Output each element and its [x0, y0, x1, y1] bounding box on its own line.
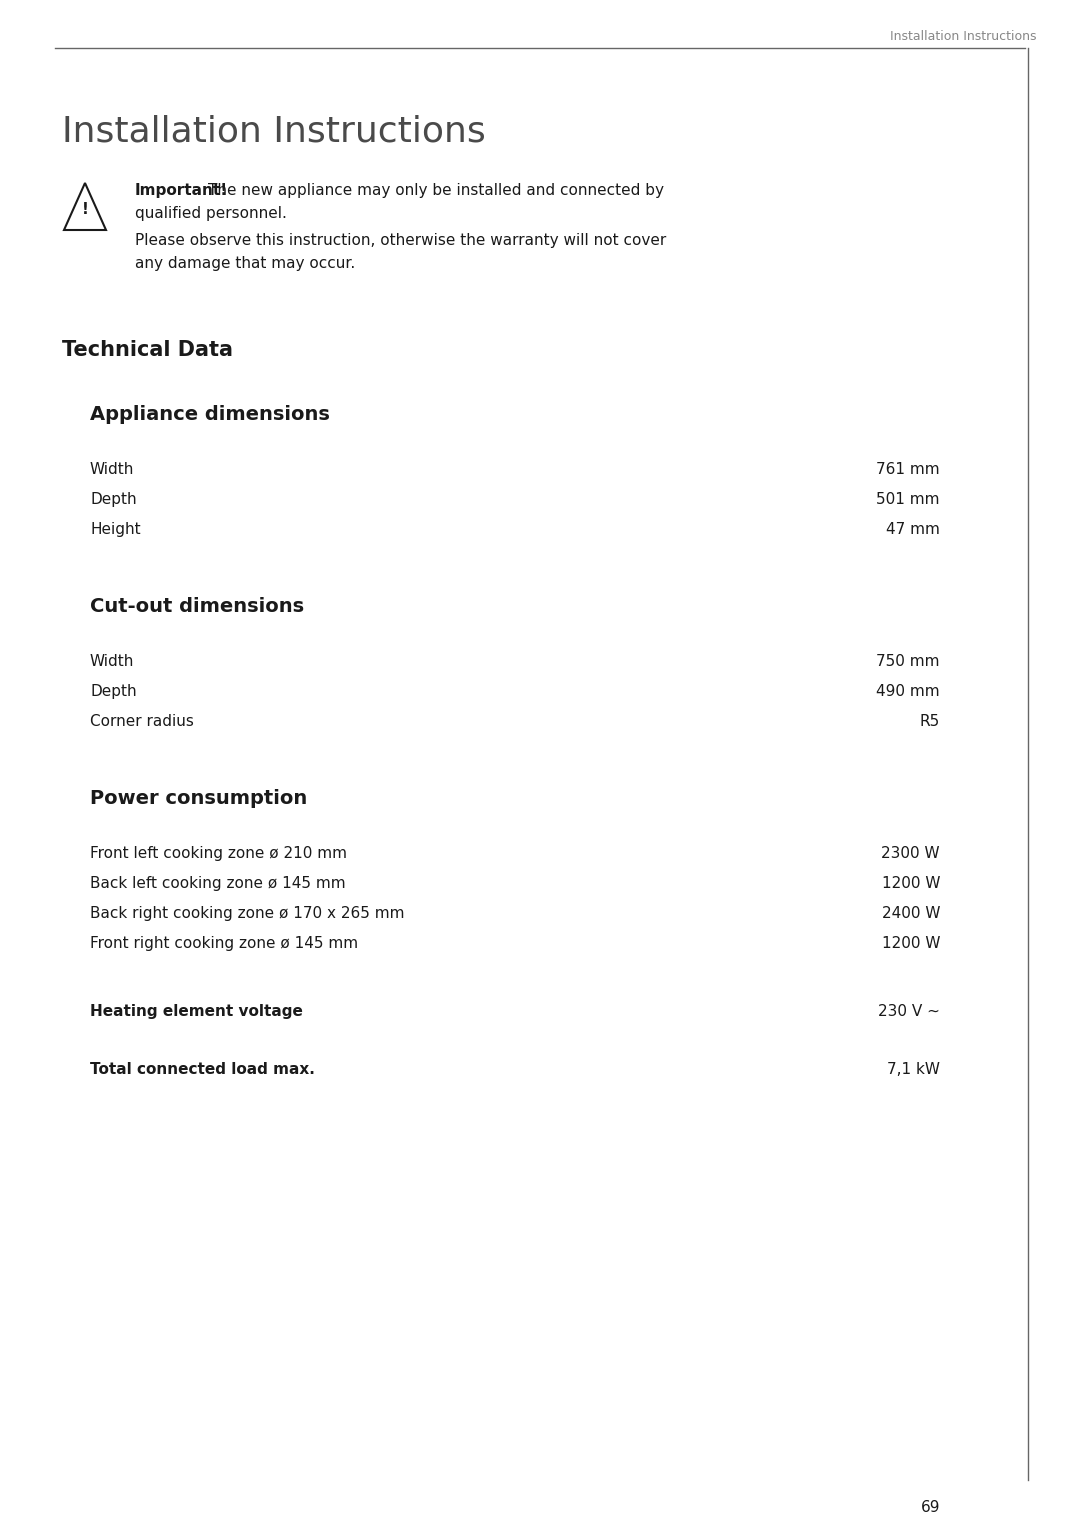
- Text: 2400 W: 2400 W: [881, 907, 940, 920]
- Text: 761 mm: 761 mm: [876, 462, 940, 477]
- Text: 1200 W: 1200 W: [881, 936, 940, 951]
- Text: 47 mm: 47 mm: [886, 521, 940, 537]
- Text: 7,1 kW: 7,1 kW: [887, 1063, 940, 1076]
- Text: Please observe this instruction, otherwise the warranty will not cover: Please observe this instruction, otherwi…: [135, 232, 666, 248]
- Text: any damage that may occur.: any damage that may occur.: [135, 255, 355, 271]
- Text: Technical Data: Technical Data: [62, 339, 233, 359]
- Text: R5: R5: [920, 714, 940, 729]
- Text: 490 mm: 490 mm: [876, 683, 940, 699]
- Text: Total connected load max.: Total connected load max.: [90, 1063, 315, 1076]
- Text: The new appliance may only be installed and connected by: The new appliance may only be installed …: [208, 183, 664, 197]
- Text: Depth: Depth: [90, 492, 137, 508]
- Text: Installation Instructions: Installation Instructions: [62, 115, 486, 148]
- Text: Cut-out dimensions: Cut-out dimensions: [90, 596, 305, 616]
- Text: 230 V ~: 230 V ~: [878, 1005, 940, 1018]
- Text: Front right cooking zone ø 145 mm: Front right cooking zone ø 145 mm: [90, 936, 359, 951]
- Text: !: !: [82, 202, 89, 217]
- Text: 1200 W: 1200 W: [881, 876, 940, 891]
- Text: 501 mm: 501 mm: [877, 492, 940, 508]
- Text: qualified personnel.: qualified personnel.: [135, 206, 287, 222]
- Text: Back left cooking zone ø 145 mm: Back left cooking zone ø 145 mm: [90, 876, 346, 891]
- Text: Appliance dimensions: Appliance dimensions: [90, 405, 329, 424]
- Text: Power consumption: Power consumption: [90, 789, 307, 807]
- Text: Depth: Depth: [90, 683, 137, 699]
- Text: 69: 69: [920, 1500, 940, 1515]
- Text: Corner radius: Corner radius: [90, 714, 194, 729]
- Text: Back right cooking zone ø 170 x 265 mm: Back right cooking zone ø 170 x 265 mm: [90, 907, 405, 920]
- Text: Important!: Important!: [135, 183, 228, 197]
- Text: Height: Height: [90, 521, 140, 537]
- Text: 2300 W: 2300 W: [881, 846, 940, 861]
- Text: Front left cooking zone ø 210 mm: Front left cooking zone ø 210 mm: [90, 846, 347, 861]
- Text: Installation Instructions: Installation Instructions: [890, 31, 1037, 43]
- Text: Heating element voltage: Heating element voltage: [90, 1005, 302, 1018]
- Text: Width: Width: [90, 462, 134, 477]
- Text: Width: Width: [90, 654, 134, 670]
- Text: 750 mm: 750 mm: [877, 654, 940, 670]
